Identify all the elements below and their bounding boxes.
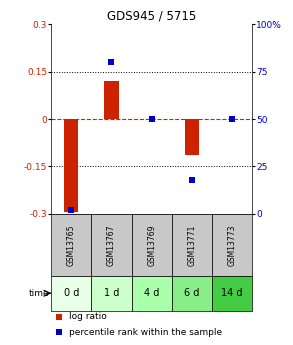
Text: GSM13769: GSM13769 [147,224,156,266]
Text: 4 d: 4 d [144,288,159,298]
Bar [172,276,212,310]
Bar [172,214,212,276]
Text: 14 d: 14 d [221,288,243,298]
Bar [64,119,78,212]
Text: GSM13767: GSM13767 [107,224,116,266]
Text: log ratio: log ratio [69,312,107,321]
Text: GSM13773: GSM13773 [227,224,236,266]
Text: GSM13771: GSM13771 [187,224,196,266]
Text: GSM13765: GSM13765 [67,224,76,266]
Text: 0 d: 0 d [64,288,79,298]
Bar [105,81,118,119]
Text: percentile rank within the sample: percentile rank within the sample [69,327,222,336]
Bar [132,214,172,276]
Text: time: time [28,289,49,298]
Title: GDS945 / 5715: GDS945 / 5715 [107,10,196,23]
Bar [185,119,199,155]
Text: 1 d: 1 d [104,288,119,298]
Bar [51,214,91,276]
Bar [91,214,132,276]
Bar [91,276,132,310]
Text: 6 d: 6 d [184,288,200,298]
Bar [212,276,252,310]
Bar [212,214,252,276]
Bar [132,276,172,310]
Bar [51,276,91,310]
